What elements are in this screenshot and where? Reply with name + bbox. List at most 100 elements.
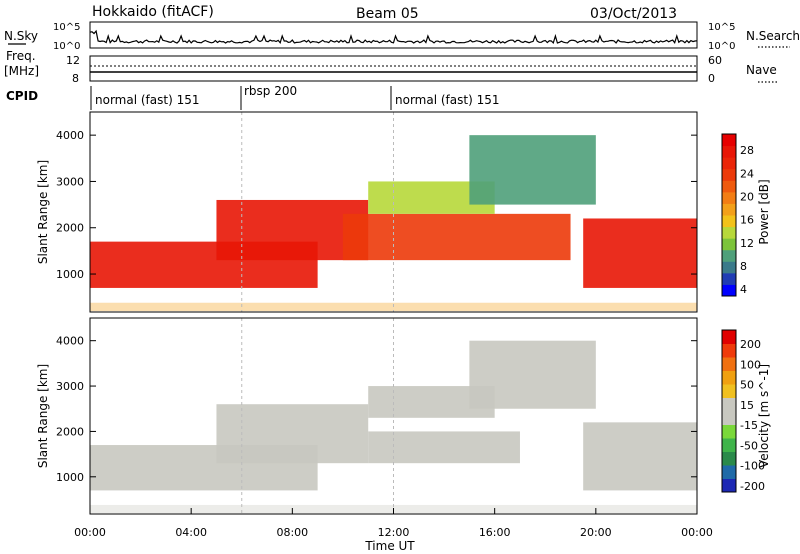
beam-title: Beam 05 — [356, 6, 419, 22]
y-tick-label: 2000 — [56, 425, 84, 438]
x-tick-label: 08:00 — [276, 526, 308, 539]
velocity-ylabel: Slant Range [km] — [36, 364, 50, 468]
colorbar-swatch — [722, 180, 736, 193]
station-title: Hokkaido (fitACF) — [92, 4, 214, 20]
colorbar-tick-label: 100 — [740, 358, 761, 371]
colorbar-swatch — [722, 215, 736, 228]
scatter-region-6 — [583, 218, 697, 288]
time-axis-label: Time UT — [364, 539, 415, 553]
colorbar-tick-label: 24 — [740, 167, 754, 180]
y-tick-label: 3000 — [56, 175, 84, 188]
nsearch-label: N.Search — [746, 29, 800, 43]
colorbar-swatch — [722, 145, 736, 158]
colorbar-tick-label: 28 — [740, 144, 754, 157]
colorbar-tick-label: 12 — [740, 237, 754, 250]
nave-tick-60: 60 — [708, 54, 722, 67]
velocity-heatmap — [90, 318, 697, 514]
power-colorbar-label: Power [dB] — [757, 179, 771, 244]
scatter-region-3 — [368, 431, 520, 464]
colorbar-tick-label: 4 — [740, 283, 747, 296]
colorbar-swatch — [722, 424, 736, 439]
colorbar-swatch — [722, 384, 736, 398]
colorbar-tick-label: -100 — [740, 460, 765, 473]
colorbar-tick-label: 20 — [740, 190, 754, 203]
date-title: 03/Oct/2013 — [590, 6, 677, 22]
nave-tick-0: 0 — [708, 72, 715, 85]
colorbar-swatch — [722, 478, 736, 493]
colorbar-tick-label: 16 — [740, 214, 754, 227]
velocity-y-axis: 4000 3000 2000 1000 — [56, 335, 697, 484]
colorbar-tick-label: 50 — [740, 379, 754, 392]
velocity-colorbar: 200 100 50 15 -15 -50 -100 -200 — [721, 329, 765, 493]
nsky-tick-bottom: 10^0 — [53, 41, 80, 52]
power-panel-frame — [89, 111, 698, 313]
nsky-label: N.Sky — [4, 29, 38, 43]
colorbar-tick-label: -50 — [740, 439, 758, 452]
freq-tick-12: 12 — [66, 54, 80, 67]
y-tick-label: 4000 — [56, 129, 84, 142]
colorbar-swatch — [722, 272, 736, 285]
nsearch-tick-top: 10^5 — [708, 22, 735, 33]
colorbar-swatch — [722, 261, 736, 274]
colorbar-tick-label: -200 — [740, 480, 765, 493]
colorbar-swatch — [722, 370, 736, 385]
y-tick-label: 1000 — [56, 268, 84, 281]
time-axis: 00:00 04:00 08:00 12:00 16:00 20:00 00:00 — [74, 508, 713, 539]
x-tick-label: 20:00 — [580, 526, 612, 539]
freq-label-2: [MHz] — [4, 64, 39, 78]
colorbar-swatch — [722, 249, 736, 262]
colorbar-tick-label: 200 — [740, 338, 761, 351]
colorbar-swatch — [722, 397, 736, 412]
colorbar-swatch — [722, 168, 736, 181]
scatter-region-3 — [342, 213, 571, 261]
nsearch-tick-bottom: 10^0 — [708, 41, 735, 52]
colorbar-swatch — [722, 357, 736, 371]
colorbar-swatch — [722, 157, 736, 170]
y-tick-label: 2000 — [56, 222, 84, 235]
colorbar-swatch — [722, 451, 736, 466]
power-heatmap — [90, 112, 697, 312]
scatter-region-5 — [469, 135, 596, 205]
nsky-panel — [89, 21, 698, 49]
colorbar-tick-label: -15 — [740, 419, 758, 432]
power-colorbar: 28 24 20 16 12 8 4 — [721, 133, 754, 297]
cpid-label: CPID — [6, 89, 38, 103]
velocity-colorbar-label: Velocity [m s^-1] — [757, 364, 771, 468]
freq-tick-8: 8 — [72, 72, 79, 85]
colorbar-swatch — [722, 284, 736, 297]
colorbar-tick-label: 8 — [740, 260, 747, 273]
power-ylabel: Slant Range [km] — [36, 160, 50, 264]
nave-label: Nave — [746, 63, 777, 77]
colorbar-swatch — [722, 411, 736, 425]
x-tick-label: 04:00 — [175, 526, 207, 539]
nsky-series-line — [89, 29, 698, 45]
x-tick-label: 00:00 — [681, 526, 713, 539]
nsky-tick-top: 10^5 — [53, 22, 80, 33]
y-tick-label: 1000 — [56, 471, 84, 484]
colorbar-swatch — [722, 438, 736, 452]
colorbar-swatch — [722, 465, 736, 479]
x-tick-label: 16:00 — [479, 526, 511, 539]
colorbar-swatch — [722, 191, 736, 204]
colorbar-swatch — [722, 330, 736, 344]
power-y-axis: 4000 3000 2000 1000 — [56, 129, 697, 281]
colorbar-swatch — [722, 238, 736, 251]
cpid-segment-1: normal (fast) 151 — [95, 93, 199, 107]
cpid-segment-2: rbsp 200 — [244, 84, 297, 98]
colorbar-swatch — [722, 226, 736, 239]
x-tick-label: 12:00 — [378, 526, 410, 539]
scatter-region-2 — [216, 404, 369, 464]
colorbar-swatch — [722, 134, 736, 147]
scatter-region-6 — [583, 422, 697, 491]
freq-panel — [89, 55, 698, 82]
x-tick-label: 00:00 — [74, 526, 106, 539]
colorbar-swatch — [722, 343, 736, 358]
cpid-segment-3: normal (fast) 151 — [395, 93, 499, 107]
y-tick-label: 4000 — [56, 335, 84, 348]
y-tick-label: 3000 — [56, 380, 84, 393]
freq-label-1: Freq. — [6, 49, 36, 63]
colorbar-swatch — [722, 203, 736, 216]
colorbar-frame — [721, 329, 737, 493]
colorbar-frame — [721, 133, 737, 297]
